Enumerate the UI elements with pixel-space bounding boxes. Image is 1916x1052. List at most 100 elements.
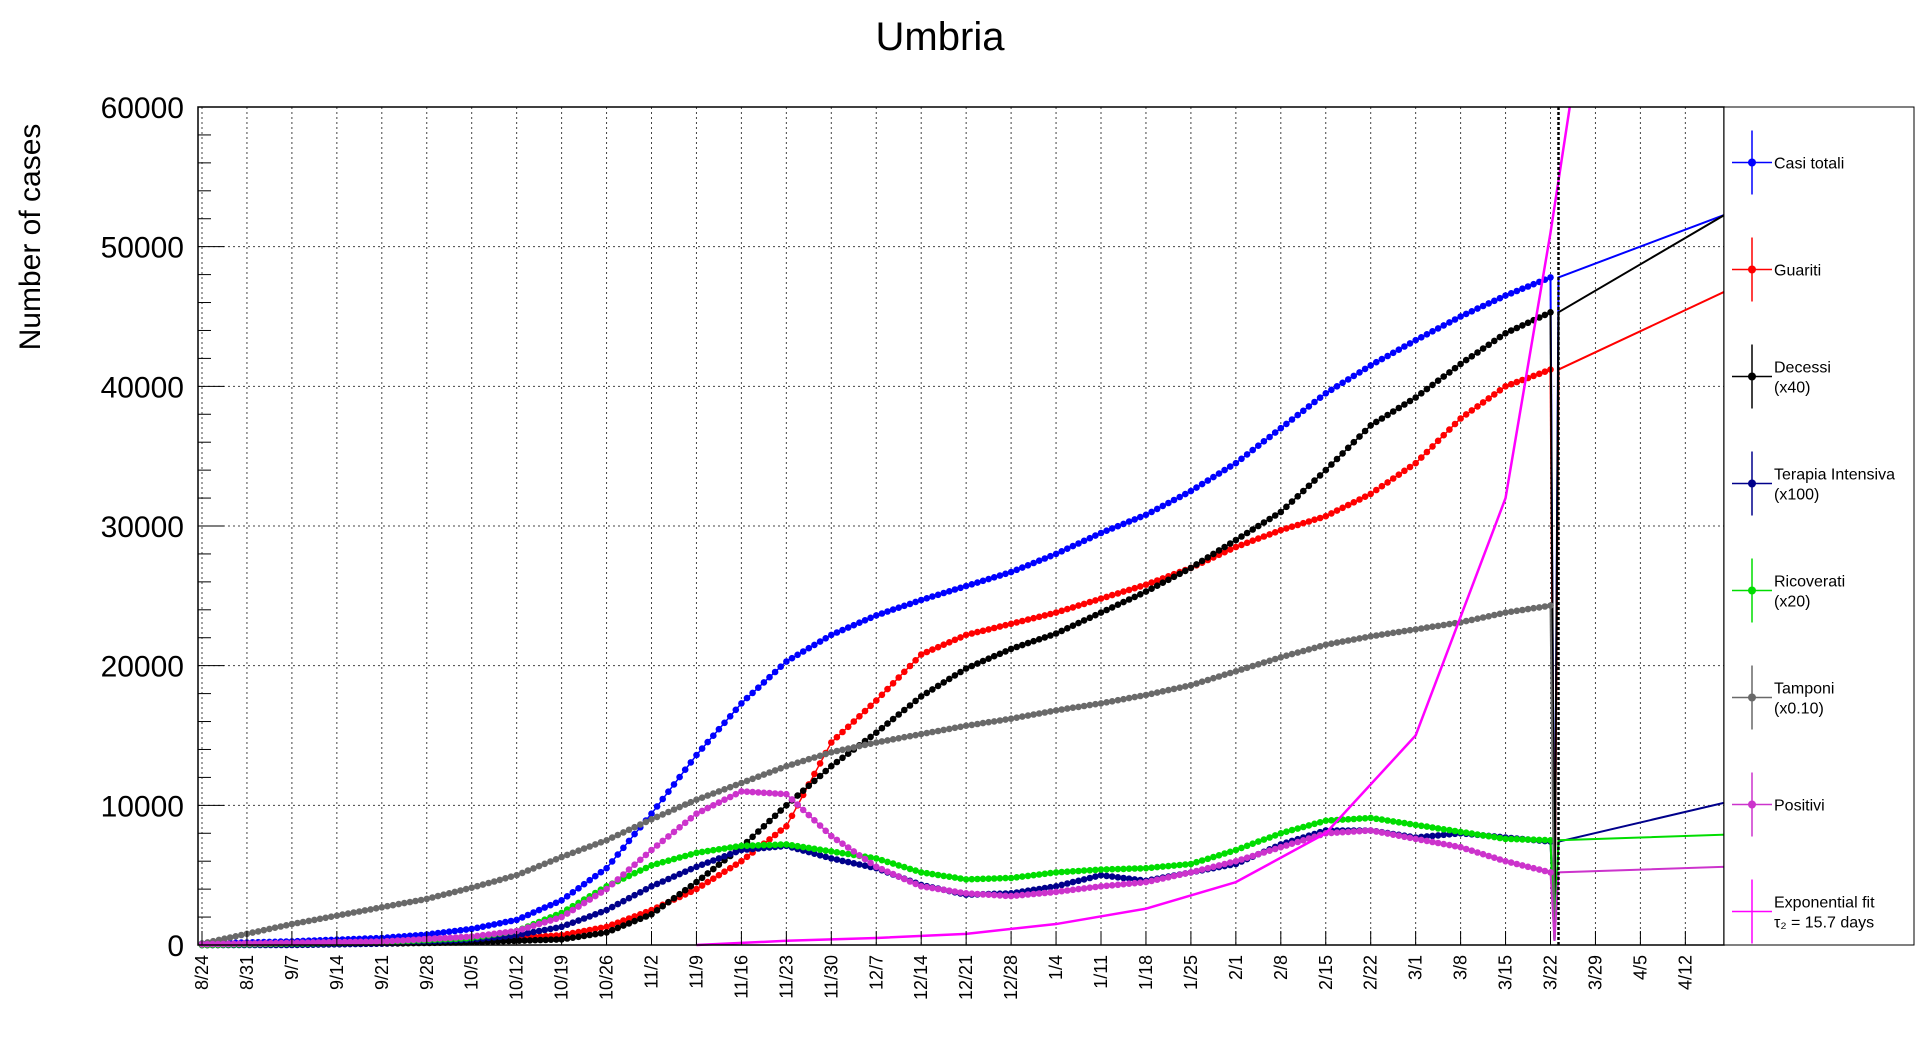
data-point [1052, 883, 1060, 890]
data-point [844, 850, 852, 858]
data-point [822, 635, 829, 642]
data-point [957, 723, 964, 731]
data-point [1322, 641, 1330, 648]
data-point [1322, 390, 1330, 397]
data-point [1131, 584, 1138, 592]
data-point [777, 790, 784, 798]
data-point [266, 925, 273, 933]
data-point [603, 837, 610, 844]
data-point [1092, 700, 1099, 708]
data-point [1266, 433, 1273, 441]
data-point [322, 914, 329, 922]
data-point [687, 851, 695, 858]
series-line [201, 817, 1551, 946]
data-point [423, 895, 431, 903]
data-point [653, 813, 661, 821]
data-point [1328, 829, 1335, 837]
data-point [828, 749, 835, 756]
data-point [1434, 622, 1442, 630]
data-point [884, 608, 891, 615]
legend-marker [1748, 265, 1756, 274]
data-point [362, 938, 370, 946]
y-tick-label: 10000 [101, 790, 184, 823]
data-point [1333, 639, 1341, 646]
projection-line [1553, 833, 1734, 945]
data-point [547, 936, 555, 943]
data-point [648, 846, 655, 854]
data-point [833, 856, 841, 863]
data-point [715, 846, 723, 853]
data-point [1339, 450, 1346, 457]
data-point [1002, 621, 1009, 629]
data-point [788, 842, 796, 849]
data-point [260, 926, 268, 934]
data-point [457, 927, 464, 934]
legend-label: Exponential fit τ₂ = 15.7 days [1774, 895, 1875, 932]
data-point [1047, 869, 1054, 877]
data-point [1277, 526, 1285, 534]
data-point [1350, 815, 1358, 823]
data-point [912, 867, 919, 874]
data-point [710, 790, 717, 797]
data-point [1350, 636, 1358, 643]
data-point [1075, 602, 1082, 609]
data-point [1125, 586, 1133, 594]
data-point [721, 719, 728, 727]
data-point [783, 802, 790, 809]
data-point [563, 921, 571, 928]
data-point [462, 926, 470, 933]
data-point [479, 881, 487, 888]
data-point [1429, 623, 1436, 630]
data-point [1165, 874, 1172, 881]
data-point [1238, 666, 1245, 673]
data-point [923, 729, 931, 737]
data-point [917, 869, 925, 876]
data-point [367, 906, 374, 913]
data-point [1137, 879, 1144, 886]
data-point [1215, 470, 1223, 477]
data-point [861, 707, 869, 715]
legend-marker [1748, 158, 1756, 167]
data-point [1288, 416, 1296, 423]
data-point [1226, 859, 1234, 866]
data-point [1064, 868, 1071, 875]
data-point [1249, 840, 1256, 847]
data-point [603, 906, 610, 914]
data-point [1429, 443, 1436, 450]
data-point [1434, 437, 1442, 445]
data-point [1204, 554, 1212, 561]
data-point [951, 874, 959, 881]
data-point [1288, 840, 1296, 847]
data-point [1052, 550, 1060, 558]
data-point [1226, 463, 1234, 470]
data-point [760, 789, 768, 797]
data-point [1462, 356, 1470, 364]
data-point [620, 871, 627, 878]
data-point [687, 865, 695, 873]
data-point [1120, 520, 1127, 528]
data-point [962, 665, 970, 672]
data-point [962, 631, 970, 639]
data-point [1024, 616, 1032, 623]
data-point [715, 725, 723, 733]
y-tick-label: 60000 [101, 92, 184, 125]
data-point [1496, 387, 1504, 394]
data-point [1226, 669, 1234, 677]
data-point [1064, 705, 1071, 712]
data-point [1075, 703, 1082, 711]
data-point [681, 886, 689, 894]
data-point [1412, 626, 1419, 633]
legend-entry: Guariti [1732, 237, 1821, 302]
data-point [704, 847, 711, 855]
data-point [1142, 581, 1150, 588]
data-point [642, 864, 650, 872]
data-point [1479, 399, 1487, 406]
data-point [1142, 691, 1150, 699]
data-point [917, 596, 925, 604]
data-point [901, 706, 908, 714]
data-point [436, 935, 444, 942]
data-point [833, 758, 841, 766]
data-point [1260, 836, 1268, 843]
data-point [906, 662, 914, 670]
data-point [1300, 823, 1307, 831]
